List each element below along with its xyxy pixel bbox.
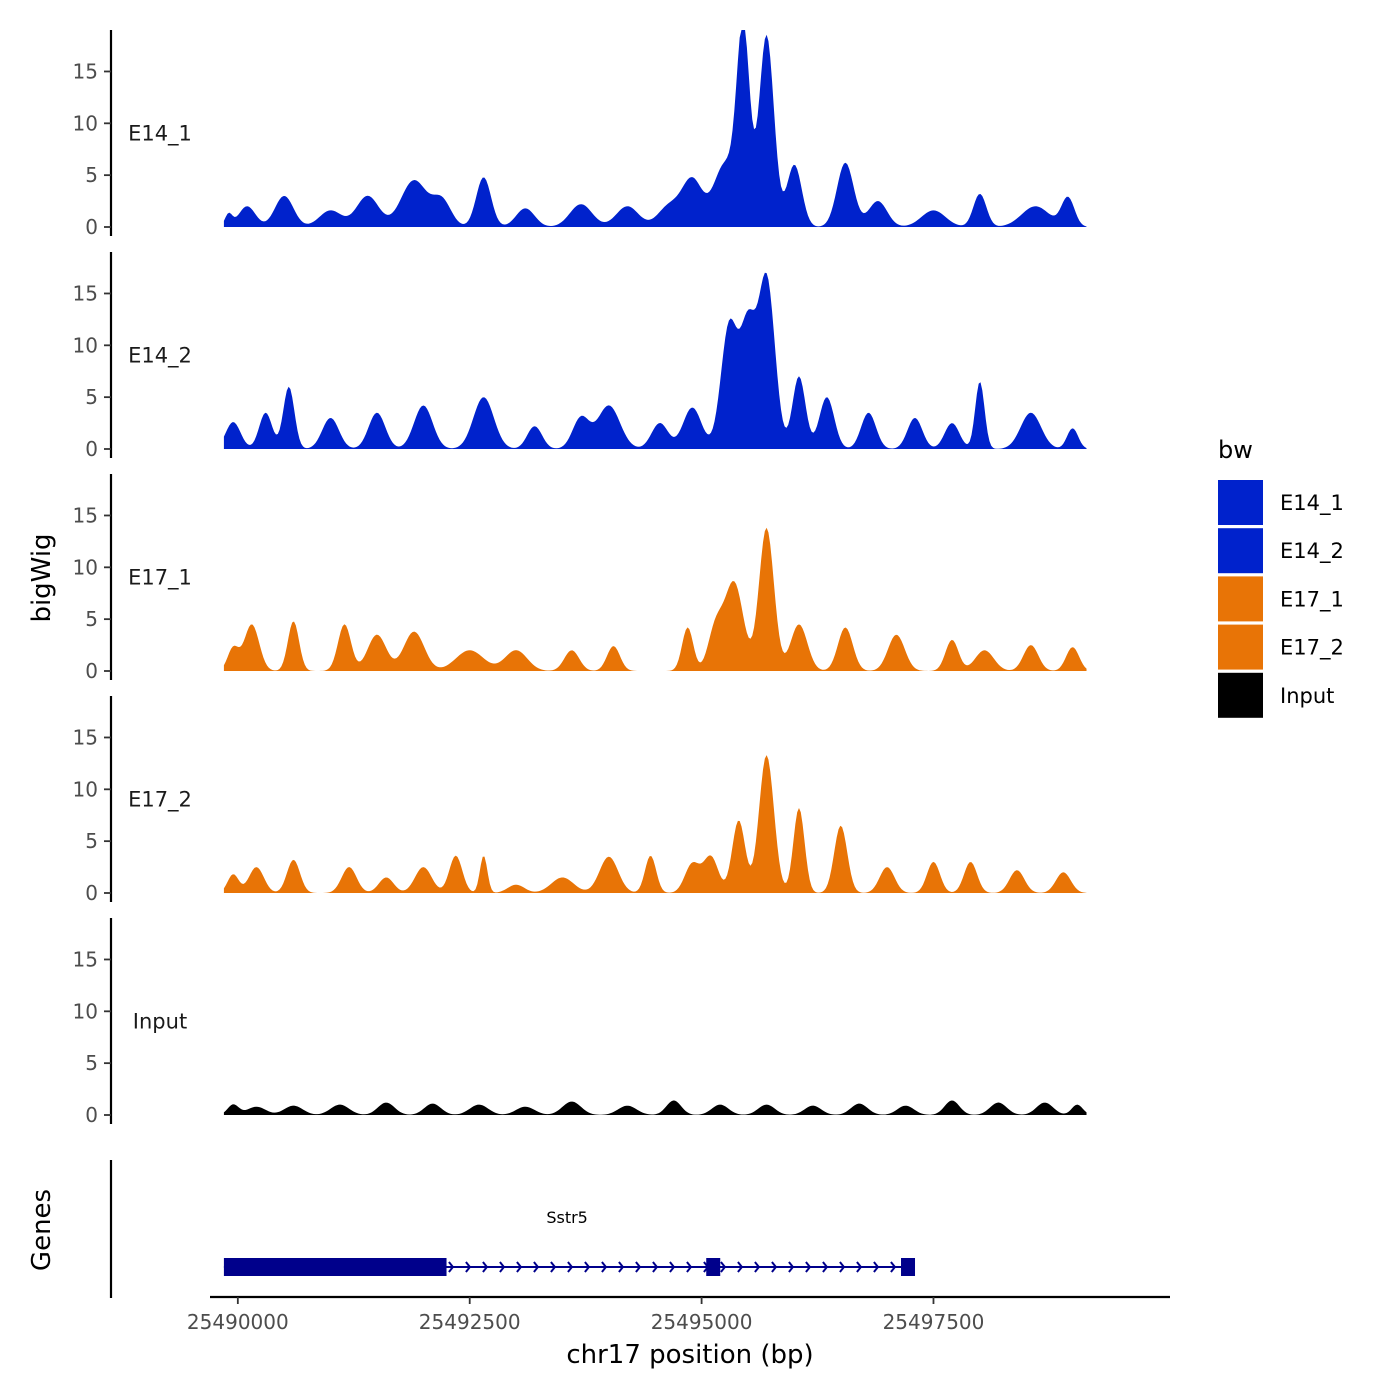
x-axis: 25490000 25492500 25495000 25497500 — [187, 1295, 1170, 1334]
x-tick-label: 25490000 — [187, 1310, 289, 1334]
y-tick-label: 0 — [85, 881, 98, 905]
track-label: Input — [133, 1010, 187, 1034]
y-tick-label: 0 — [85, 1103, 98, 1127]
legend-label: E14_2 — [1280, 539, 1344, 564]
signal-area-E17_1 — [223, 527, 1087, 671]
strand-arrow — [771, 1261, 778, 1273]
strand-arrow — [754, 1261, 761, 1273]
y-tick-label: 5 — [85, 829, 98, 853]
gene-Sstr5: Sstr5 — [223, 1208, 916, 1276]
track-E17_2: 0 5 10 15 E17_2 — [73, 696, 1087, 905]
legend-swatch-E17_2 — [1218, 624, 1263, 670]
signal-area-E17_2 — [223, 755, 1087, 893]
strand-arrow — [873, 1261, 880, 1273]
y-tick-label: 15 — [73, 725, 98, 749]
y-tick-label: 0 — [85, 215, 98, 239]
strand-arrow — [686, 1261, 693, 1273]
legend-swatch-E17_1 — [1218, 576, 1263, 622]
strand-arrow — [516, 1261, 523, 1273]
gene-exon — [223, 1258, 447, 1276]
legend: bw E14_1 E14_2 E17_1 E17_2 Input — [1218, 436, 1344, 718]
track-label: E14_2 — [128, 344, 192, 369]
strand-arrow — [499, 1261, 506, 1273]
legend-swatch-E14_1 — [1218, 480, 1263, 525]
track-E14_2: 0 5 10 15 E14_2 — [73, 252, 1087, 461]
strand-arrow — [737, 1261, 744, 1273]
gene-name: Sstr5 — [546, 1208, 588, 1227]
strand-arrow — [584, 1261, 591, 1273]
legend-swatch-E14_2 — [1218, 528, 1263, 574]
signal-area-E14_2 — [223, 272, 1087, 449]
legend-label: Input — [1280, 684, 1334, 708]
track-panels: 0 5 10 15 E14_1 0 5 10 15 E14_2 0 5 10 15 E17_1 0 5 10 15 E… — [73, 30, 1087, 1127]
legend-title: bw — [1218, 436, 1253, 464]
x-tick-label: 25497500 — [883, 1310, 985, 1334]
strand-arrow — [720, 1261, 727, 1273]
y-tick-label: 5 — [85, 1051, 98, 1075]
strand-arrow — [890, 1261, 897, 1273]
strand-arrow — [618, 1261, 625, 1273]
track-label: E14_1 — [128, 122, 192, 147]
y-tick-label: 10 — [73, 333, 98, 357]
y-tick-label: 5 — [85, 163, 98, 187]
strand-arrow — [839, 1261, 846, 1273]
gene-exon — [706, 1258, 721, 1276]
gene-track: Sstr5 — [109, 1160, 916, 1298]
strand-arrow — [805, 1261, 812, 1273]
y-tick-label: 10 — [73, 555, 98, 579]
strand-arrow — [856, 1261, 863, 1273]
y-tick-label: 10 — [73, 777, 98, 801]
x-axis-title: chr17 position (bp) — [566, 1340, 813, 1370]
y-tick-label: 0 — [85, 437, 98, 461]
legend-label: E17_1 — [1280, 587, 1344, 612]
track-Input: 0 5 10 15 Input — [73, 918, 1087, 1127]
track-label: E17_2 — [128, 788, 192, 813]
genes-axis-title: Genes — [27, 1189, 57, 1271]
y-tick-label: 5 — [85, 385, 98, 409]
strand-arrow — [448, 1261, 455, 1273]
y-tick-label: 5 — [85, 607, 98, 631]
legend-label: E17_2 — [1280, 636, 1344, 661]
track-E14_1: 0 5 10 15 E14_1 — [73, 30, 1087, 239]
track-label: E17_1 — [128, 566, 192, 591]
y-tick-label: 0 — [85, 659, 98, 683]
y-tick-label: 15 — [73, 947, 98, 971]
y-axis-title: bigWig — [27, 533, 57, 622]
track-E17_1: 0 5 10 15 E17_1 — [73, 474, 1087, 683]
strand-arrow — [652, 1261, 659, 1273]
strand-arrow — [635, 1261, 642, 1273]
y-tick-label: 15 — [73, 503, 98, 527]
legend-swatch-Input — [1218, 672, 1263, 718]
strand-arrow — [482, 1261, 489, 1273]
y-tick-label: 15 — [73, 59, 98, 83]
strand-arrow — [550, 1261, 557, 1273]
strand-arrow — [822, 1261, 829, 1273]
strand-arrow — [601, 1261, 608, 1273]
strand-arrow — [669, 1261, 676, 1273]
y-tick-label: 10 — [73, 111, 98, 135]
y-tick-label: 10 — [73, 999, 98, 1023]
x-tick-label: 25495000 — [651, 1310, 753, 1334]
y-tick-label: 15 — [73, 281, 98, 305]
x-tick-label: 25492500 — [419, 1310, 521, 1334]
strand-arrow — [465, 1261, 472, 1273]
strand-arrow — [567, 1261, 574, 1273]
legend-label: E14_1 — [1280, 491, 1344, 516]
strand-arrow — [788, 1261, 795, 1273]
strand-arrow — [533, 1261, 540, 1273]
signal-area-E14_1 — [223, 30, 1087, 227]
signal-area-Input — [223, 1100, 1087, 1115]
gene-exon — [901, 1258, 916, 1276]
